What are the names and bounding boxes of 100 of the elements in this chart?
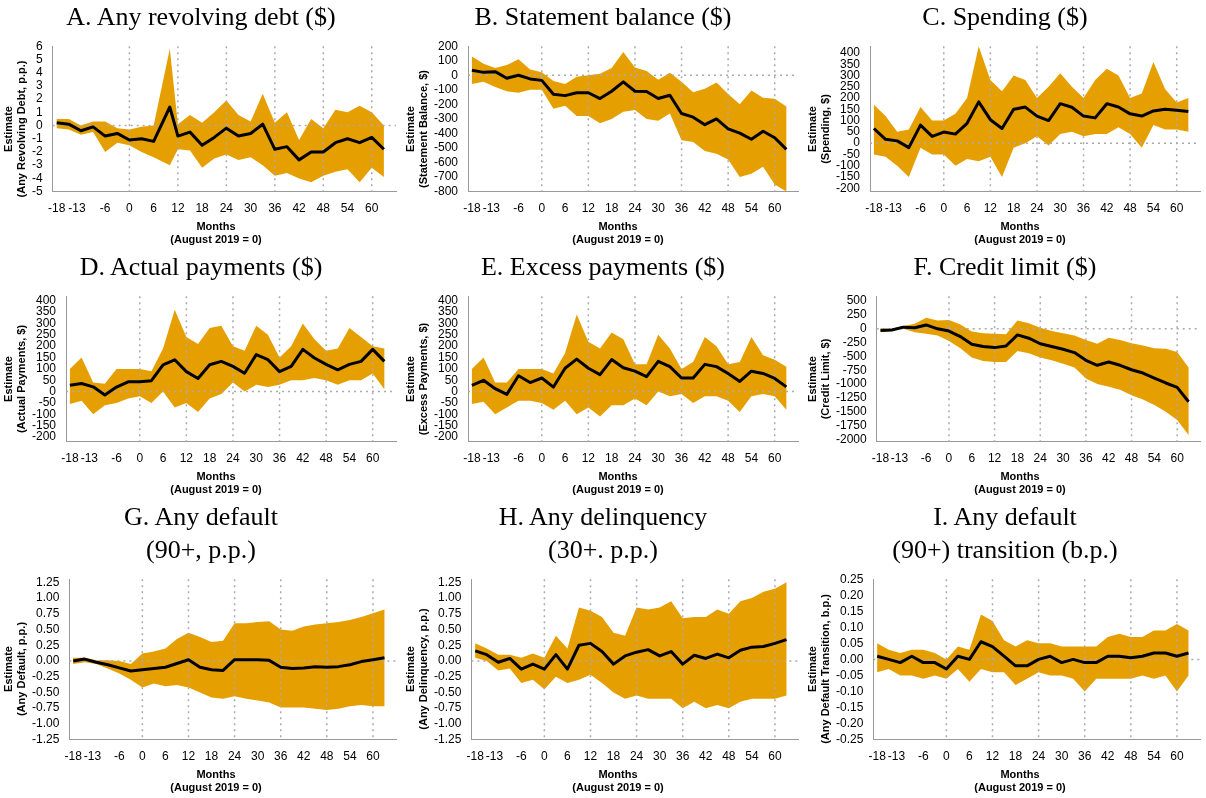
x-tick-label: 0 <box>136 451 144 466</box>
x-tick-label: 42 <box>297 749 311 764</box>
y-tick-label: -600 <box>433 154 459 169</box>
x-tick-label: 36 <box>1079 451 1093 466</box>
x-tick-label: 48 <box>320 749 334 764</box>
chart-title: F. Credit limit ($) <box>912 251 1098 283</box>
y-tick-label: -500 <box>842 348 867 363</box>
x-tick-label: -18 <box>61 451 79 466</box>
y-tick-label: -700 <box>433 169 459 184</box>
y-axis-title: Estimate (Any Revolving Debt, p.p.) <box>2 60 28 197</box>
y-tick-label: 200 <box>437 38 459 53</box>
x-tick-label: 24 <box>628 451 642 466</box>
x-tick-label: -18 <box>871 451 890 466</box>
y-tick-label: -0.15 <box>835 699 864 714</box>
x-tick-label: 18 <box>202 451 217 466</box>
x-tick-label: 30 <box>652 749 667 764</box>
x-tick-label: 24 <box>226 451 240 466</box>
x-tick-label: 60 <box>768 749 782 764</box>
x-axis-title: Months (August 2019 = 0) <box>169 768 263 795</box>
x-tick-label: -6 <box>113 749 125 764</box>
x-tick-label: 30 <box>651 451 666 466</box>
y-tick-label: -1.25 <box>433 731 462 746</box>
x-tick-label: 36 <box>268 201 282 216</box>
x-tick-label: 48 <box>1124 451 1139 466</box>
y-tick-label: -0.10 <box>835 683 864 698</box>
y-tick-label: -1500 <box>835 404 868 419</box>
y-tick-label: -0.25 <box>835 731 864 746</box>
x-tick-label: 42 <box>699 749 713 764</box>
x-tick-label: 42 <box>292 201 307 216</box>
x-tick-label: 0 <box>538 201 546 216</box>
y-tick-label: -0.75 <box>433 700 462 715</box>
x-tick-label: 18 <box>1008 749 1023 764</box>
y-tick-label: 0.75 <box>437 606 462 621</box>
y-tick-label: 0.05 <box>839 635 864 650</box>
y-axis-title: Estimate (Spending, $) <box>806 93 832 164</box>
x-tick-label: 12 <box>581 201 596 216</box>
x-tick-label: 42 <box>296 451 310 466</box>
x-tick-label: 54 <box>745 749 759 764</box>
y-tick-label: 6 <box>35 38 43 53</box>
x-tick-label: 12 <box>583 749 598 764</box>
y-tick-label: 500 <box>846 293 868 308</box>
x-tick-label: 6 <box>561 451 569 466</box>
x-tick-label: 12 <box>985 749 1000 764</box>
chart-title: A. Any revolving debt ($) <box>65 1 337 33</box>
x-tick-label: 6 <box>162 749 170 764</box>
x-tick-label: 30 <box>1054 749 1069 764</box>
y-tick-label: 2 <box>35 91 43 106</box>
x-tick-label: 12 <box>581 451 596 466</box>
x-tick-label: 48 <box>1124 749 1138 764</box>
x-tick-label: 0 <box>945 451 953 466</box>
y-tick-label: 1.00 <box>437 590 462 605</box>
y-tick-label: -0.25 <box>31 669 60 684</box>
x-tick-label: -13 <box>83 749 102 764</box>
y-tick-label: -1.00 <box>433 716 462 731</box>
x-tick-label: -18 <box>463 201 481 216</box>
x-axis-title: Months (August 2019 = 0) <box>571 768 665 795</box>
x-tick-label: -6 <box>99 201 111 216</box>
y-tick-label: 0.50 <box>35 621 60 636</box>
y-tick-label: -1250 <box>835 390 868 405</box>
x-tick-label: 18 <box>604 451 619 466</box>
x-tick-label: 18 <box>204 749 219 764</box>
x-tick-label: 54 <box>1147 749 1161 764</box>
y-tick-label: 250 <box>846 307 868 322</box>
y-tick-label: -2000 <box>835 431 868 446</box>
y-tick-label: -0.50 <box>433 684 462 699</box>
y-tick-label: 0.75 <box>35 606 60 621</box>
x-tick-label: 6 <box>966 749 974 764</box>
y-tick-label: 100 <box>437 53 459 68</box>
y-tick-label: -200 <box>31 429 57 444</box>
x-tick-label: 18 <box>195 201 210 216</box>
y-tick-label: 1 <box>35 104 43 119</box>
y-tick-label: -750 <box>842 362 867 377</box>
y-tick-label: 0.20 <box>839 587 864 602</box>
x-tick-label: 24 <box>629 749 644 764</box>
y-tick-label: -1000 <box>835 376 868 391</box>
x-tick-label: 54 <box>1146 201 1161 216</box>
x-tick-label: 60 <box>1170 749 1184 764</box>
chart-title: E. Excess payments ($) <box>479 251 726 283</box>
y-tick-label: -2 <box>32 144 43 159</box>
x-tick-label: 6 <box>564 749 572 764</box>
y-tick-label: -3 <box>32 157 43 172</box>
x-tick-label: 12 <box>179 451 194 466</box>
x-tick-label: -13 <box>482 451 501 466</box>
x-tick-label: 24 <box>1031 749 1046 764</box>
x-tick-label: 48 <box>316 201 331 216</box>
y-tick-label: 0.25 <box>839 571 864 586</box>
x-axis-title: Months (August 2019 = 0) <box>169 470 263 497</box>
x-tick-label: 6 <box>968 451 976 466</box>
chart-title: B. Statement balance ($) <box>473 1 733 33</box>
y-tick-label: 0 <box>35 117 43 132</box>
y-tick-label: -800 <box>433 183 459 198</box>
x-tick-label: 36 <box>676 749 690 764</box>
y-tick-label: -0.50 <box>31 684 60 699</box>
x-tick-label: -6 <box>515 749 527 764</box>
x-tick-label: 54 <box>340 201 355 216</box>
x-tick-label: -6 <box>915 201 927 216</box>
x-tick-label: 30 <box>651 201 666 216</box>
y-tick-label: -4 <box>32 170 43 185</box>
y-tick-label: -1 <box>32 131 43 146</box>
y-tick-label: 0 <box>860 321 867 336</box>
